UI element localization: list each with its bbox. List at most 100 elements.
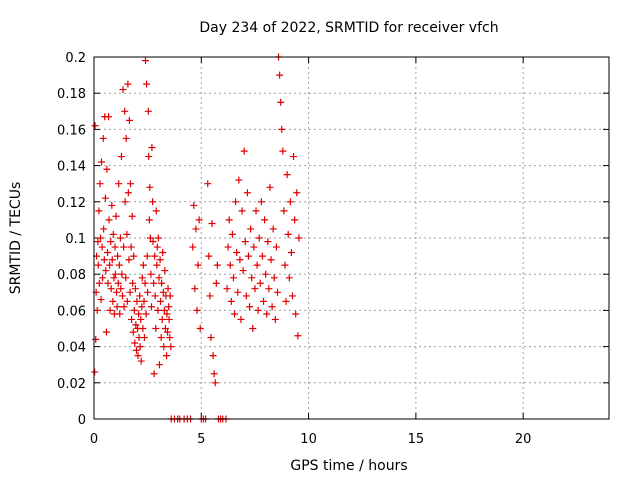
data-point bbox=[119, 292, 127, 300]
data-point bbox=[136, 343, 144, 351]
data-point bbox=[245, 252, 252, 260]
data-point bbox=[158, 279, 166, 287]
data-point bbox=[148, 144, 156, 151]
data-point bbox=[106, 261, 114, 269]
x-tick-label: 20 bbox=[515, 432, 532, 447]
data-point bbox=[95, 279, 103, 287]
data-point bbox=[135, 310, 143, 318]
data-point bbox=[153, 243, 161, 251]
data-point bbox=[251, 285, 259, 293]
data-point bbox=[94, 238, 102, 246]
data-point bbox=[267, 256, 275, 264]
data-point bbox=[213, 261, 221, 269]
data-point bbox=[154, 234, 162, 242]
y-tick-label: 0.16 bbox=[57, 123, 86, 138]
data-point bbox=[138, 303, 146, 311]
data-point bbox=[122, 134, 130, 142]
data-point bbox=[129, 279, 137, 287]
data-point bbox=[109, 297, 117, 305]
data-point bbox=[167, 343, 175, 351]
x-tick-label: 5 bbox=[197, 432, 205, 447]
data-point bbox=[241, 238, 249, 246]
data-point bbox=[260, 297, 268, 305]
data-point bbox=[99, 134, 107, 142]
data-point bbox=[100, 225, 108, 233]
y-tick-label: 0 bbox=[78, 413, 86, 428]
data-point bbox=[100, 256, 108, 264]
data-point bbox=[105, 113, 113, 121]
data-point bbox=[142, 57, 149, 65]
data-point bbox=[164, 328, 172, 336]
data-point bbox=[189, 243, 197, 251]
data-point bbox=[252, 207, 260, 215]
data-point bbox=[279, 147, 287, 155]
data-point bbox=[144, 107, 152, 115]
data-point bbox=[288, 292, 296, 300]
data-point bbox=[152, 207, 160, 215]
tick-labels: 0 0.02 0.04 0.06 0.08 0.1 0.12 0.14 0.16 0.18 0.2 0… bbox=[57, 51, 531, 447]
data-point bbox=[124, 80, 132, 88]
data-point bbox=[129, 328, 137, 336]
data-point bbox=[154, 306, 162, 314]
chart-title: Day 234 of 2022, SRMTID for receiver vfc… bbox=[199, 20, 498, 36]
data-point bbox=[280, 207, 288, 215]
data-point bbox=[161, 267, 169, 275]
y-tick-label: 0.1 bbox=[65, 232, 86, 247]
x-tick-label: 10 bbox=[300, 432, 317, 447]
data-point bbox=[160, 343, 168, 351]
data-point bbox=[95, 207, 103, 215]
data-point bbox=[121, 107, 129, 115]
data-point bbox=[262, 270, 270, 278]
data-point bbox=[268, 303, 276, 311]
data-point bbox=[248, 274, 256, 282]
data-point bbox=[142, 310, 150, 318]
data-point bbox=[278, 125, 286, 133]
data-point bbox=[291, 216, 299, 224]
data-point bbox=[133, 297, 141, 305]
data-point bbox=[243, 189, 251, 197]
plot-frame bbox=[93, 56, 610, 420]
data-point bbox=[96, 234, 104, 242]
y-tick-label: 0.08 bbox=[57, 268, 86, 283]
data-point bbox=[270, 274, 278, 282]
data-point bbox=[121, 198, 129, 206]
data-point bbox=[292, 310, 300, 318]
data-point bbox=[160, 306, 168, 314]
data-point bbox=[112, 212, 120, 220]
data-point bbox=[149, 238, 157, 246]
y-tick-label: 0.18 bbox=[57, 87, 86, 102]
data-point bbox=[151, 292, 159, 300]
y-tick-label: 0.14 bbox=[57, 160, 86, 175]
data-point bbox=[196, 325, 204, 332]
data-point bbox=[108, 256, 116, 264]
data-point bbox=[255, 234, 263, 242]
data-point bbox=[158, 315, 166, 323]
data-point bbox=[124, 189, 132, 197]
data-point bbox=[151, 252, 159, 260]
data-point bbox=[152, 325, 160, 332]
data-point bbox=[143, 252, 151, 260]
data-point bbox=[117, 285, 125, 293]
data-point bbox=[165, 315, 173, 323]
data-point bbox=[282, 297, 290, 305]
data-point bbox=[146, 234, 154, 242]
data-point bbox=[234, 288, 242, 296]
data-point bbox=[126, 288, 134, 296]
data-point bbox=[128, 212, 136, 220]
data-point bbox=[294, 332, 302, 340]
data-point bbox=[266, 183, 274, 191]
data-point bbox=[208, 220, 216, 228]
data-point bbox=[286, 198, 294, 206]
data-point bbox=[209, 352, 217, 360]
data-point bbox=[190, 201, 198, 209]
data-point bbox=[145, 216, 153, 224]
data-point bbox=[148, 303, 156, 311]
data-point bbox=[116, 234, 124, 242]
data-point bbox=[144, 288, 152, 296]
data-point bbox=[143, 80, 151, 88]
data-point bbox=[240, 147, 248, 155]
data-point bbox=[127, 243, 135, 251]
data-point bbox=[92, 335, 100, 343]
data-point bbox=[232, 198, 240, 206]
data-point bbox=[153, 261, 161, 269]
